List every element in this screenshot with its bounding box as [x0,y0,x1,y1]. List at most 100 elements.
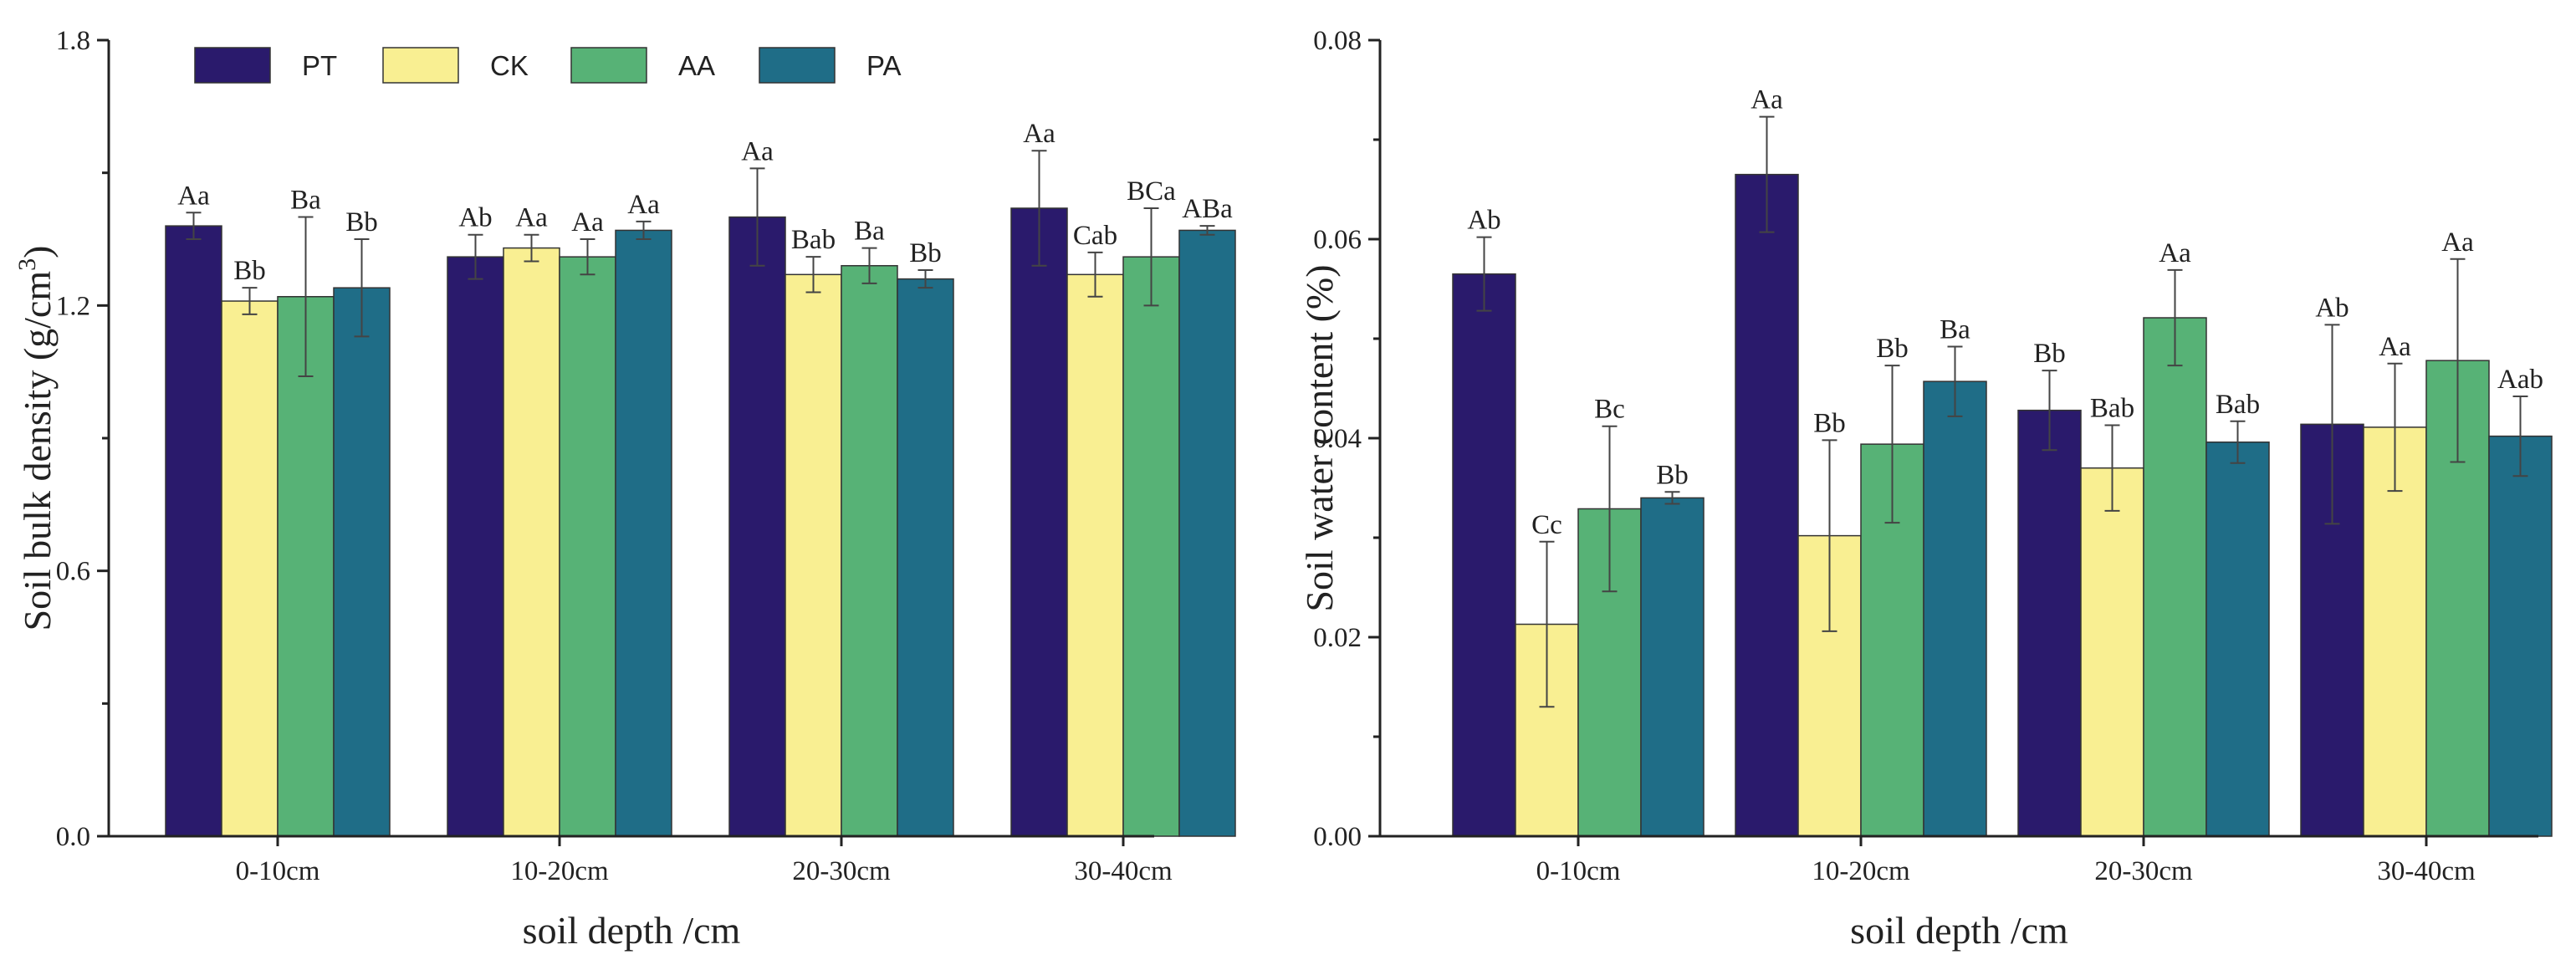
error-bar-pt-20-30cm [2042,370,2057,452]
x-axis-title: soil depth /cm [1850,909,2068,952]
significance-label: Bab [2216,390,2260,420]
error-bar-aa-30-40cm [2450,258,2466,463]
significance-label: Ba [290,186,321,216]
error-bar-pt-30-40cm [2324,324,2340,525]
bar-pa-10-20cm [615,229,672,837]
y-tick-label: 0.04 [1313,424,1362,454]
significance-label: Ba [1940,315,1970,345]
error-bar-pt-10-20cm [1759,115,1775,233]
x-tick-label: 10-20cm [510,856,609,886]
significance-label: ABa [1182,194,1233,224]
y-axis-title: Soil water content (%) [1298,264,1341,611]
y-tick-label: 0.00 [1313,822,1362,852]
bar-pt-10-20cm [1735,173,1799,837]
error-bar-pt-10-20cm [468,233,483,280]
y-tick-label: 0.0 [56,822,90,852]
significance-label: Aa [515,203,548,233]
bar-aa-0-10cm [277,296,335,837]
error-bar-ck-20-30cm [805,256,821,294]
error-bar-aa-0-10cm [1602,425,1618,593]
bar-pa-30-40cm [2488,435,2553,837]
bar-ck-30-40cm [2363,426,2427,837]
error-bar-pa-30-40cm [2512,396,2528,477]
bar-ck-10-20cm [503,247,560,837]
legend-swatch-pa [759,47,836,84]
significance-label: Bb [909,238,942,268]
significance-label: Ab [1467,206,1500,236]
error-bar-ck-0-10cm [1539,540,1555,708]
error-bar-aa-0-10cm [298,216,314,377]
error-bar-aa-10-20cm [580,238,595,276]
bar-pa-0-10cm [1640,497,1705,837]
bar-aa-10-20cm [559,256,616,837]
error-bar-pa-0-10cm [1664,491,1680,505]
significance-label: Cab [1073,221,1117,251]
x-tick-label: 30-40cm [1074,856,1173,886]
error-bar-ck-30-40cm [2387,362,2403,493]
significance-label: BCa [1127,176,1176,207]
bar-pt-20-30cm [2017,409,2082,837]
bar-pt-20-30cm [728,216,786,837]
x-tick-label: 0-10cm [1536,856,1621,886]
error-bar-ck-10-20cm [1822,439,1837,632]
legend-swatch-ck [382,47,459,84]
significance-label: Aa [2159,238,2191,268]
error-bar-pt-0-10cm [1476,236,1492,312]
bar-aa-30-40cm [1122,256,1180,837]
significance-label: Aa [177,181,210,211]
x-tick-label: 20-30cm [792,856,891,886]
significance-label: Ab [458,203,492,233]
significance-label: Aa [2379,332,2411,362]
error-bar-pt-20-30cm [749,167,765,267]
bar-pt-10-20cm [447,256,504,837]
significance-label: Aa [741,136,774,166]
bar-ck-30-40cm [1066,273,1124,837]
error-bar-pa-20-30cm [917,269,933,289]
error-bar-pa-10-20cm [1947,345,1963,417]
significance-label: Bb [2033,339,2066,369]
chart-soil-bulk-density: Aa Bb Ba Bb 0-10cm Ab Aa Aa Aa 10-20cm Aa Bab Ba Bb 20… [13,26,1236,952]
error-bar-pa-10-20cm [636,220,652,240]
y-tick-label: 0.08 [1313,26,1362,56]
x-tick-label: 20-30cm [2094,856,2193,886]
x-tick-label: 10-20cm [1812,856,1910,886]
significance-label: Bab [791,225,836,255]
bar-pa-20-30cm [897,278,954,837]
x-tick-label: 30-40cm [2377,856,2476,886]
error-bar-pa-20-30cm [2230,420,2246,464]
y-tick-label: 1.2 [56,291,90,321]
significance-label: Cc [1531,510,1562,540]
significance-label: Bb [1656,460,1689,490]
significance-label: Aa [1023,119,1055,149]
significance-label: Bc [1594,395,1625,425]
error-bar-pt-0-10cm [186,212,202,240]
significance-label: Ab [2315,293,2349,323]
bar-aa-20-30cm [2143,317,2207,837]
bar-pa-0-10cm [333,287,391,837]
error-bar-aa-20-30cm [861,247,877,284]
legend-label-pt: PT [302,50,337,81]
significance-label: Bb [345,207,378,237]
error-bar-aa-30-40cm [1143,207,1159,307]
significance-label: Aa [571,207,604,237]
bar-aa-20-30cm [841,264,898,837]
error-bar-ck-10-20cm [524,233,539,263]
significance-label: Bab [2090,394,2134,424]
significance-label: Bb [1876,334,1909,364]
bar-pa-30-40cm [1178,229,1236,837]
significance-label: Bb [233,256,266,286]
error-bar-pt-30-40cm [1031,150,1047,267]
bar-pa-10-20cm [1923,380,1987,837]
significance-label: Aa [1751,85,1783,115]
legend-label-ck: CK [490,50,529,81]
error-bar-ck-0-10cm [242,287,258,315]
bar-pt-30-40cm [1010,207,1068,837]
y-axis-title: Soil bulk density (g/cm3) [13,246,59,631]
bar-pa-20-30cm [2205,442,2270,837]
bar-ck-0-10cm [221,300,279,837]
y-tick-label: 0.02 [1313,623,1362,653]
error-bar-ck-30-40cm [1087,251,1103,298]
chart-soil-water-content: Ab Cc Bc Bb 0-10cm Aa Bb Bb Ba 10-20cm Bb Bab Aa Bab 2… [1298,26,2553,952]
error-bar-pa-0-10cm [354,238,370,338]
